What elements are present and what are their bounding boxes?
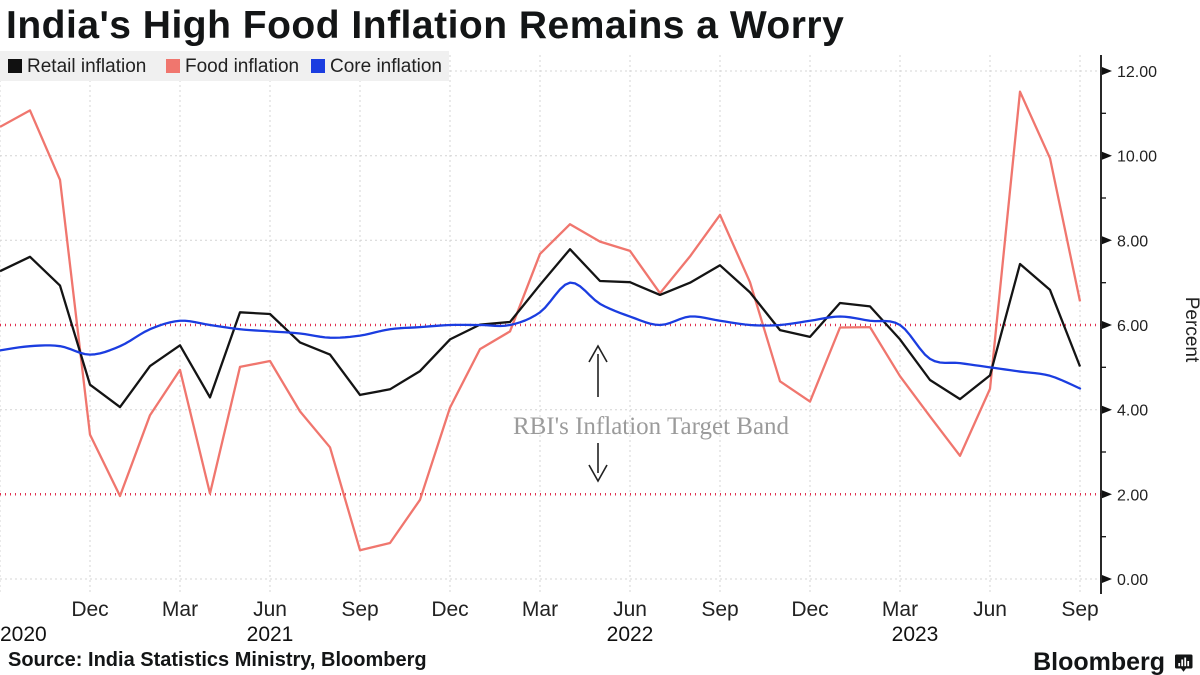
- svg-text:Jun: Jun: [613, 598, 647, 621]
- svg-text:Sep: Sep: [341, 598, 378, 621]
- svg-text:2023: 2023: [892, 623, 939, 646]
- svg-text:Jun: Jun: [973, 598, 1007, 621]
- svg-text:Percent: Percent: [1181, 297, 1200, 363]
- svg-text:Sep: Sep: [1061, 598, 1098, 621]
- svg-text:6.00: 6.00: [1117, 318, 1148, 335]
- svg-text:12.00: 12.00: [1117, 64, 1157, 81]
- svg-text:4.00: 4.00: [1117, 403, 1148, 420]
- svg-text:2020: 2020: [0, 623, 47, 646]
- svg-text:2021: 2021: [247, 623, 294, 646]
- svg-text:Mar: Mar: [882, 598, 918, 621]
- svg-text:Dec: Dec: [791, 598, 828, 621]
- svg-text:Dec: Dec: [71, 598, 108, 621]
- svg-text:10.00: 10.00: [1117, 149, 1157, 166]
- svg-text:2.00: 2.00: [1117, 487, 1148, 504]
- svg-text:Sep: Sep: [701, 598, 738, 621]
- svg-text:8.00: 8.00: [1117, 233, 1148, 250]
- svg-text:2022: 2022: [607, 623, 654, 646]
- svg-text:Mar: Mar: [522, 598, 558, 621]
- svg-text:Mar: Mar: [162, 598, 198, 621]
- svg-text:RBI's Inflation Target Band: RBI's Inflation Target Band: [513, 413, 790, 440]
- svg-text:Dec: Dec: [431, 598, 468, 621]
- svg-text:0.00: 0.00: [1117, 572, 1148, 589]
- svg-text:Jun: Jun: [253, 598, 287, 621]
